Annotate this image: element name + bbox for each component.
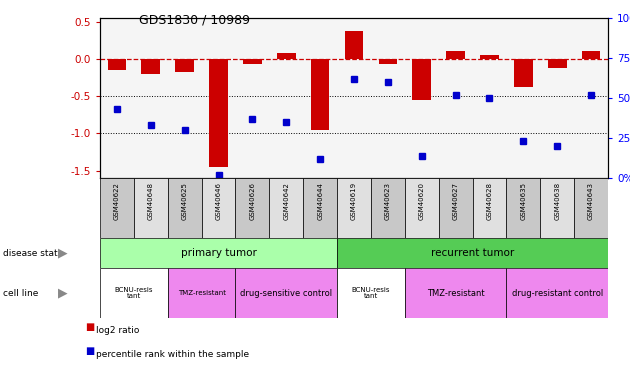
Text: drug-sensitive control: drug-sensitive control [240, 288, 333, 297]
Bar [100, 268, 168, 318]
Text: drug-resistant control: drug-resistant control [512, 288, 603, 297]
Text: TMZ-resistant: TMZ-resistant [178, 290, 226, 296]
Bar [168, 268, 236, 318]
Bar [209, 59, 228, 167]
Text: GSM40635: GSM40635 [520, 182, 526, 220]
Bar [405, 268, 507, 318]
Text: cell line: cell line [3, 288, 38, 297]
Text: primary tumor: primary tumor [181, 248, 256, 258]
Text: GDS1830 / 10989: GDS1830 / 10989 [139, 13, 249, 26]
Bar [100, 238, 337, 268]
Text: recurrent tumor: recurrent tumor [431, 248, 514, 258]
Bar [142, 59, 160, 74]
Text: ▶: ▶ [58, 286, 67, 300]
Bar [270, 178, 303, 238]
Text: log2 ratio: log2 ratio [96, 326, 140, 335]
Bar [507, 268, 608, 318]
Text: GSM40644: GSM40644 [317, 182, 323, 220]
Bar [379, 59, 397, 64]
Bar [472, 178, 507, 238]
Bar [175, 59, 194, 72]
Text: GSM40622: GSM40622 [114, 182, 120, 220]
Bar [541, 178, 574, 238]
Bar [100, 178, 134, 238]
Text: GSM40646: GSM40646 [215, 182, 222, 220]
Text: GSM40642: GSM40642 [284, 182, 289, 220]
Bar [134, 178, 168, 238]
Text: GSM40619: GSM40619 [351, 182, 357, 220]
Bar [507, 178, 541, 238]
Bar [303, 178, 337, 238]
Bar [405, 178, 438, 238]
Bar [480, 55, 499, 59]
Bar [413, 59, 431, 100]
Bar [345, 31, 364, 59]
Bar [446, 51, 465, 59]
Bar [337, 238, 608, 268]
Text: GSM40625: GSM40625 [181, 182, 188, 220]
Text: ▶: ▶ [58, 246, 67, 259]
Bar [202, 178, 236, 238]
Text: ■: ■ [85, 322, 94, 332]
Bar [243, 59, 261, 64]
Text: GSM40628: GSM40628 [486, 182, 493, 220]
Bar [574, 178, 608, 238]
Bar [108, 59, 126, 70]
Bar [236, 178, 270, 238]
Bar [438, 178, 472, 238]
Bar [311, 59, 329, 130]
Bar [548, 59, 566, 68]
Bar [337, 178, 371, 238]
Bar [236, 268, 337, 318]
Bar [277, 53, 295, 59]
Text: GSM40627: GSM40627 [452, 182, 459, 220]
Text: GSM40648: GSM40648 [148, 182, 154, 220]
Bar [371, 178, 405, 238]
Text: GSM40643: GSM40643 [588, 182, 594, 220]
Bar [514, 59, 532, 87]
Text: disease state: disease state [3, 249, 64, 258]
Text: percentile rank within the sample: percentile rank within the sample [96, 350, 249, 359]
Bar [168, 178, 202, 238]
Bar [581, 51, 600, 59]
Text: BCNU-resis
tant: BCNU-resis tant [352, 286, 390, 300]
Text: GSM40620: GSM40620 [419, 182, 425, 220]
Text: GSM40623: GSM40623 [385, 182, 391, 220]
Bar [337, 268, 405, 318]
Text: TMZ-resistant: TMZ-resistant [427, 288, 484, 297]
Text: ■: ■ [85, 346, 94, 356]
Text: GSM40626: GSM40626 [249, 182, 255, 220]
Text: BCNU-resis
tant: BCNU-resis tant [115, 286, 153, 300]
Text: GSM40638: GSM40638 [554, 182, 560, 220]
